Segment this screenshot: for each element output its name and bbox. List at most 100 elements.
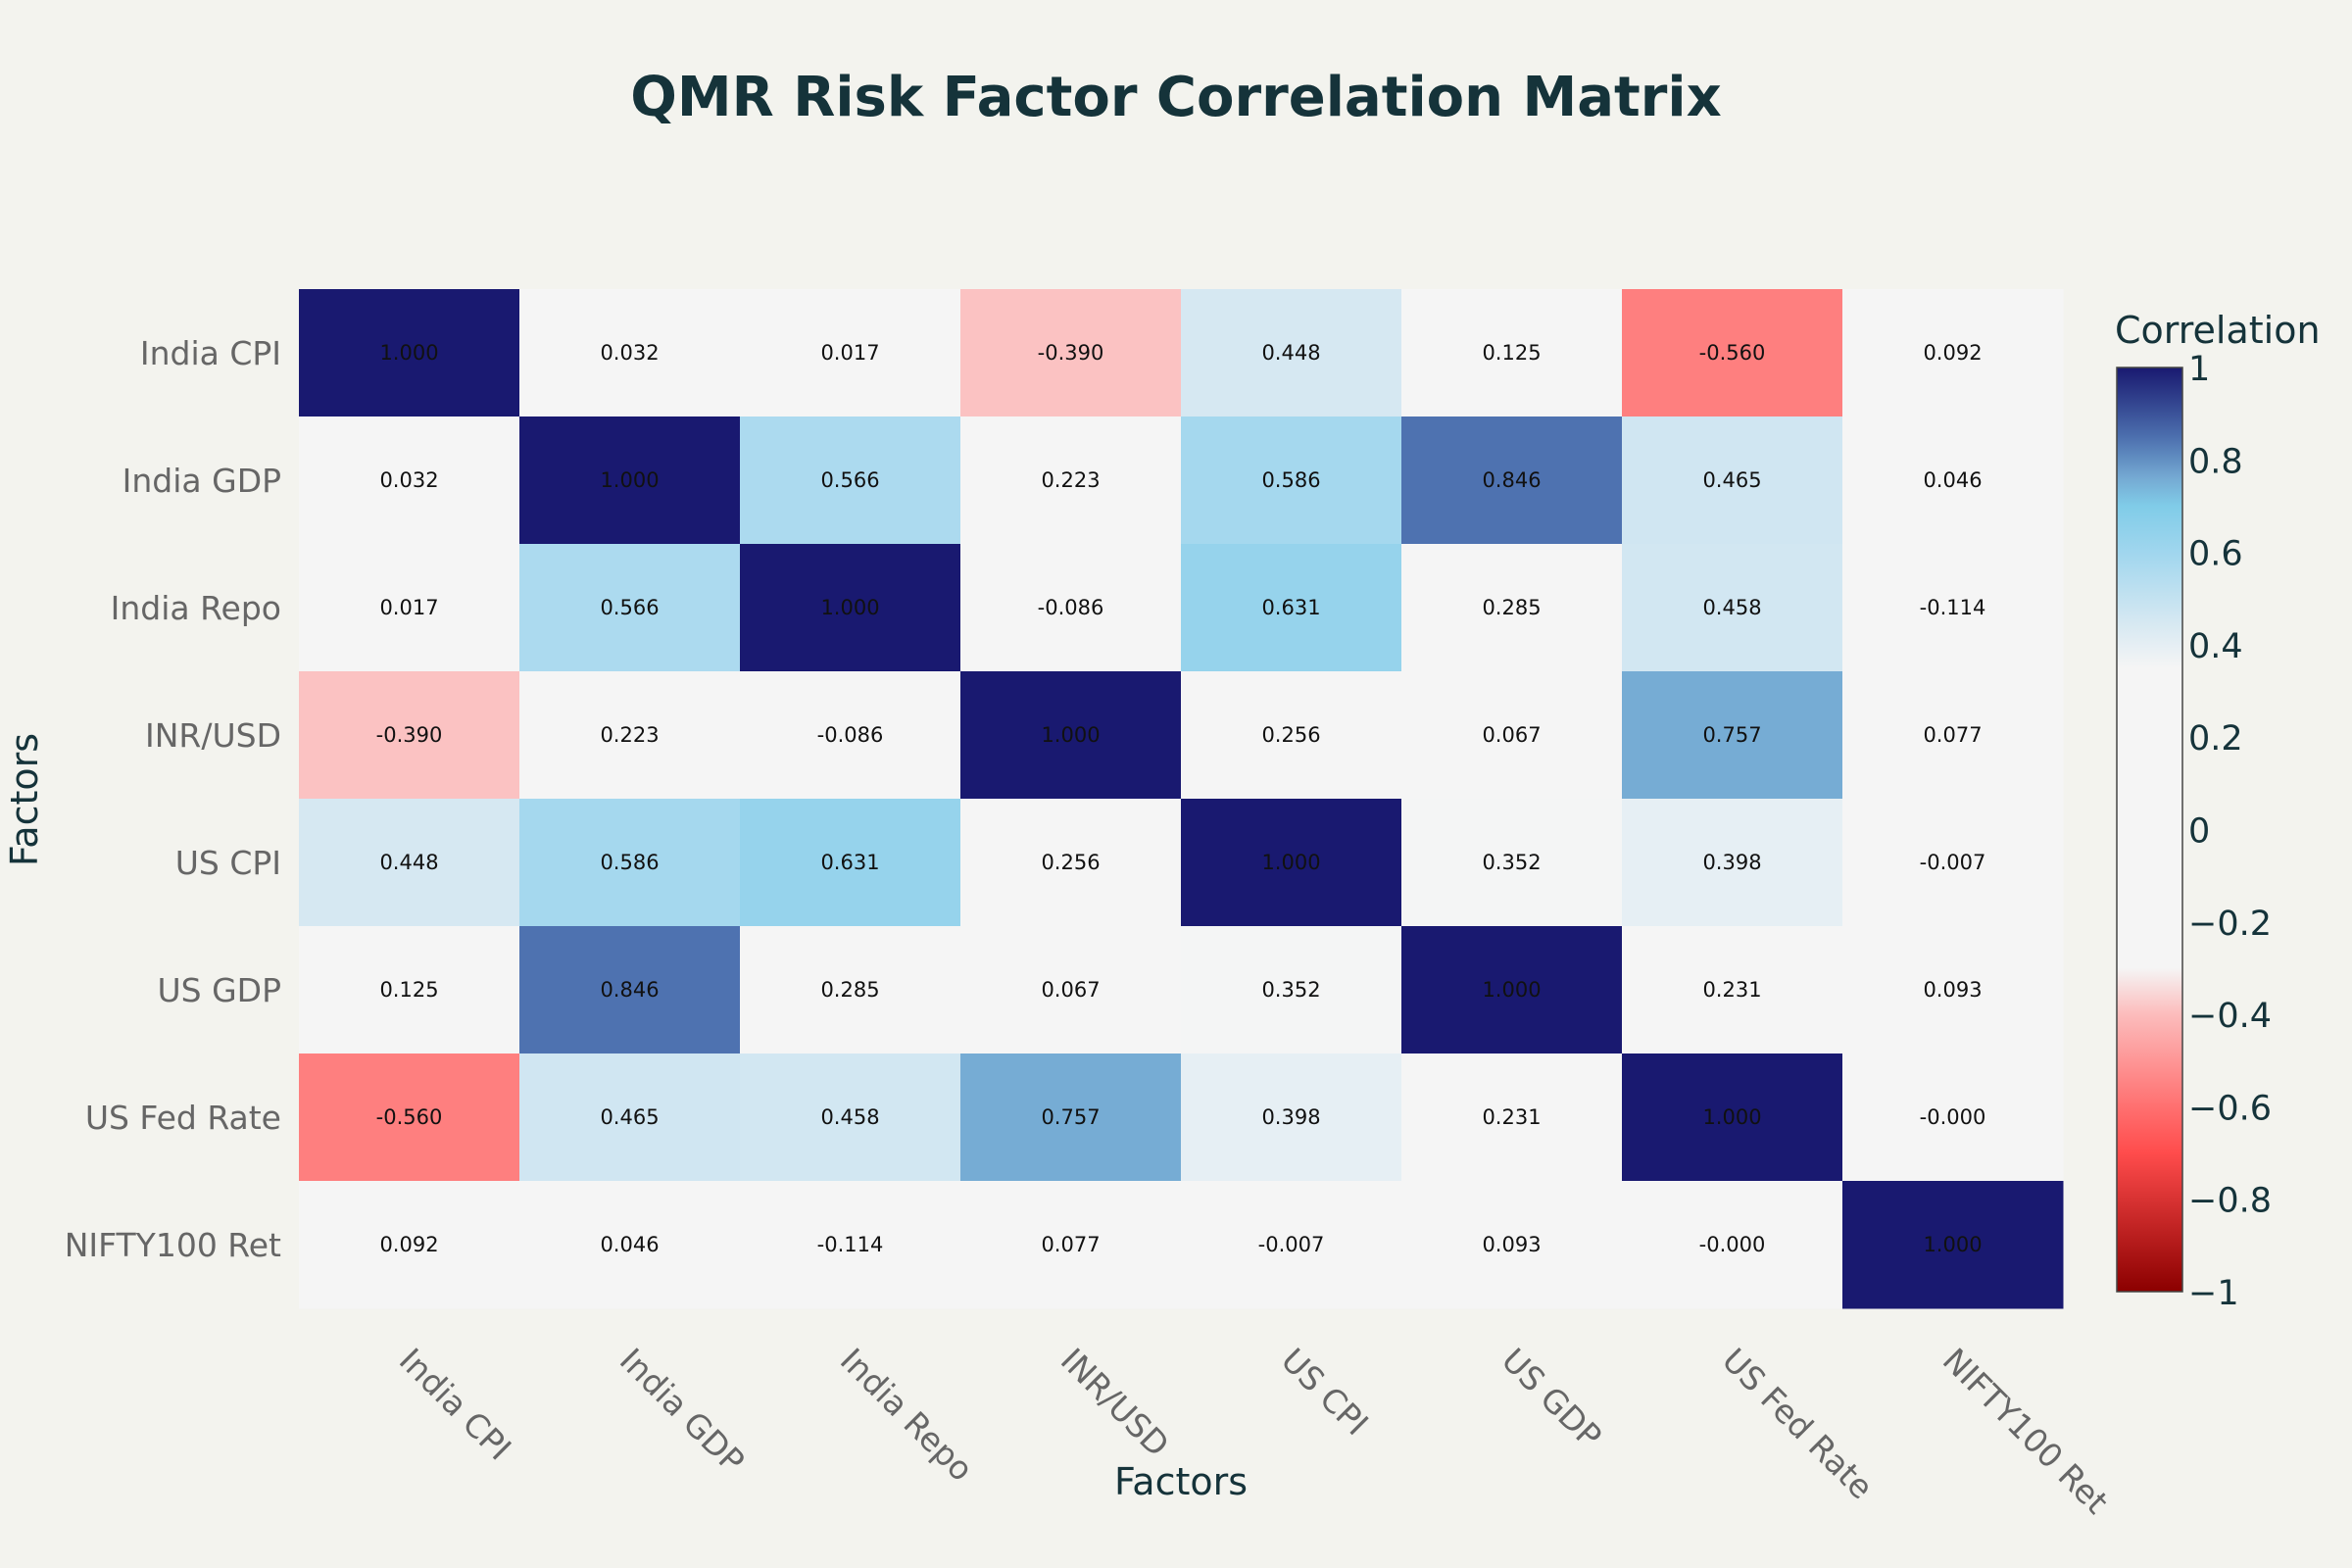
heatmap-cell-label: 0.093: [1923, 978, 1982, 1002]
heatmap-cell: [740, 671, 961, 800]
heatmap-cell: [740, 289, 961, 417]
heatmap-cell-label: 0.566: [820, 468, 879, 492]
heatmap-cell: [1401, 926, 1623, 1054]
heatmap-cells: [299, 289, 2064, 1309]
heatmap-cell-label: 0.352: [1261, 978, 1320, 1002]
heatmap-cell-label: -0.086: [817, 723, 884, 747]
heatmap-cell-label: 0.448: [379, 851, 438, 874]
heatmap-cell: [1842, 926, 2064, 1054]
heatmap-cell: [1181, 799, 1402, 927]
x-axis-tick-label: US Fed Rate: [1715, 1341, 1881, 1506]
y-axis-tick-label: India GDP: [122, 462, 281, 500]
heatmap-cell-label: 0.458: [1702, 596, 1761, 619]
y-axis-tick-label: NIFTY100 Ret: [65, 1226, 281, 1264]
heatmap-cell: [960, 544, 1182, 672]
heatmap-cell-label: 0.285: [820, 978, 879, 1002]
heatmap-cell-label: -0.007: [1920, 851, 1986, 874]
heatmap-cell-label: 0.846: [600, 978, 659, 1002]
heatmap-cell-label: 0.046: [1923, 468, 1982, 492]
heatmap-cell: [1622, 416, 1843, 545]
heatmap-cell: [740, 544, 961, 672]
heatmap-cell: [1622, 544, 1843, 672]
heatmap-cell: [1622, 289, 1843, 417]
heatmap-cell: [519, 416, 741, 545]
heatmap-cell-label: 0.093: [1482, 1233, 1541, 1256]
heatmap-cell-label: 0.125: [1482, 341, 1541, 365]
heatmap-cell-label: 0.285: [1482, 596, 1541, 619]
heatmap-cell-label: 0.631: [1261, 596, 1320, 619]
heatmap-cell: [519, 799, 741, 927]
colorbar-tick-label: −0.6: [2188, 1089, 2272, 1128]
heatmap-cell: [519, 289, 741, 417]
heatmap-cell-label: 1.000: [1702, 1105, 1761, 1129]
heatmap-cell-label: 1.000: [1261, 851, 1320, 874]
heatmap-cell: [740, 1054, 961, 1182]
heatmap-cell-label: 1.000: [1041, 723, 1100, 747]
heatmap-cell: [1842, 671, 2064, 800]
heatmap-cell: [960, 1054, 1182, 1182]
heatmap-cell-labels: 1.000 0.032 0.017 -0.390 0.448 0.125 -0.560 0.0…: [376, 341, 1986, 1256]
heatmap-cell-label: -0.086: [1038, 596, 1104, 619]
heatmap-cell: [299, 544, 520, 672]
x-axis-tick-label: INR/USD: [1054, 1341, 1177, 1464]
heatmap-cell: [1401, 289, 1623, 417]
x-axis-tick-label: US GDP: [1494, 1341, 1609, 1455]
heatmap-cell: [1622, 1181, 1843, 1309]
heatmap-cell-label: 1.000: [379, 341, 438, 365]
heatmap-cell: [960, 1181, 1182, 1309]
heatmap-cell-label: 0.231: [1482, 1105, 1541, 1129]
y-axis-tick-label: INR/USD: [145, 716, 281, 755]
heatmap-cell-label: 0.223: [1041, 468, 1100, 492]
heatmap-cell-label: 0.586: [1261, 468, 1320, 492]
heatmap-cell: [1842, 799, 2064, 927]
colorbar-tick-label: 0.4: [2188, 627, 2243, 666]
heatmap-cell: [1181, 289, 1402, 417]
heatmap-cell: [1842, 1054, 2064, 1182]
heatmap-cell: [960, 799, 1182, 927]
heatmap-cell: [299, 671, 520, 800]
heatmap-cell-label: 0.125: [379, 978, 438, 1002]
heatmap-cell: [1181, 544, 1402, 672]
heatmap-cell-label: 1.000: [820, 596, 879, 619]
y-axis-tick-label: US Fed Rate: [85, 1099, 281, 1137]
heatmap-cell: [1622, 671, 1843, 800]
heatmap-cell-label: 0.032: [600, 341, 659, 365]
colorbar-tick-label: −0.4: [2188, 997, 2272, 1036]
heatmap-cell: [299, 926, 520, 1054]
heatmap-cell-label: 0.092: [1923, 341, 1982, 365]
colorbar-tick-label: 0.2: [2188, 719, 2243, 759]
heatmap-cell-label: -0.114: [817, 1233, 884, 1256]
heatmap-cell: [299, 1181, 520, 1309]
heatmap-cell: [1622, 799, 1843, 927]
heatmap-cell-label: 0.465: [1702, 468, 1761, 492]
heatmap-cell: [1181, 671, 1402, 800]
heatmap-cell-label: 0.017: [379, 596, 438, 619]
heatmap-cell: [1622, 926, 1843, 1054]
colorbar-tick-label: −0.2: [2188, 905, 2272, 944]
y-axis-tick-label: India Repo: [111, 589, 281, 627]
heatmap-cell-label: 0.757: [1041, 1105, 1100, 1129]
colorbar-tick-label: −1: [2188, 1274, 2239, 1313]
y-axis-tick-label: US CPI: [175, 844, 281, 882]
heatmap-cell: [740, 416, 961, 545]
heatmap-cell: [1401, 416, 1623, 545]
heatmap-cell: [1842, 416, 2064, 545]
heatmap-cell-label: -0.007: [1258, 1233, 1325, 1256]
y-axis-tick-label: US GDP: [158, 971, 281, 1009]
x-axis-tick-label: NIFTY100 Ret: [1936, 1341, 2116, 1521]
heatmap-cell: [1842, 544, 2064, 672]
heatmap-cell: [740, 926, 961, 1054]
heatmap-cell: [1842, 1181, 2064, 1309]
heatmap-cell-label: 0.223: [600, 723, 659, 747]
heatmap-cell-label: 0.352: [1482, 851, 1541, 874]
x-axis-tick-labels: India CPI India GDP India Repo INR/USD US CP…: [392, 1341, 2116, 1521]
colorbar-gradient: [2116, 367, 2183, 1293]
heatmap-cell: [1401, 1181, 1623, 1309]
heatmap-cell: [1622, 1054, 1843, 1182]
heatmap-cell-label: 0.067: [1041, 978, 1100, 1002]
heatmap-cell-label: 0.046: [600, 1233, 659, 1256]
colorbar-title: Correlation: [2115, 309, 2321, 352]
colorbar-tick-label: 1: [2188, 350, 2210, 389]
heatmap-cell: [299, 416, 520, 545]
